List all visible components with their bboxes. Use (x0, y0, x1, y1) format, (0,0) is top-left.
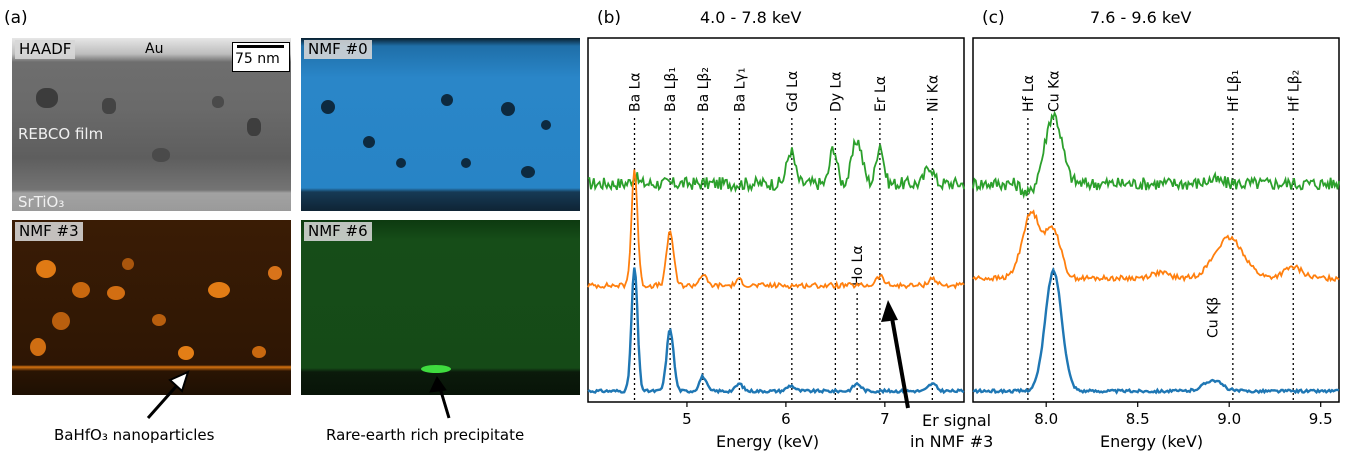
nmf3-np-7 (30, 338, 46, 356)
nmf3-np-9 (252, 346, 266, 358)
nmf6-label: NMF #6 (304, 222, 372, 241)
nmf0-dot-3 (441, 94, 453, 106)
panel-b-letter: (b) (597, 8, 622, 28)
emission-line-label: Cu Kβ (1206, 297, 1222, 338)
rebco-film-label: REBCO film (18, 125, 104, 143)
spectrum-series (587, 169, 965, 291)
emission-line-label: Ho Lα (850, 245, 866, 286)
chart-frame (972, 37, 1340, 403)
er-annotation-line1: Er signal (922, 411, 992, 430)
spectrum-series (972, 110, 1340, 200)
nmf0-dot-2 (363, 136, 375, 148)
haadf-grain-1 (36, 88, 58, 108)
nmf0-dot-4 (501, 102, 515, 116)
nmf0-dot-7 (461, 158, 471, 168)
nmf0-label: NMF #0 (304, 40, 372, 59)
spectrum-series (587, 267, 965, 395)
emission-line-label: Ba Lα (628, 72, 644, 112)
x-tick-label: 9.5 (1309, 410, 1333, 428)
nmf3-np-5 (208, 282, 230, 298)
nmf0-dot-8 (396, 158, 406, 168)
panel-c-letter: (c) (982, 8, 1005, 28)
x-tick-label: 5 (682, 410, 692, 428)
x-tick-label: 8.0 (1034, 410, 1058, 428)
haadf-grain-2 (102, 98, 116, 114)
nmf0-dot-6 (521, 166, 535, 178)
emission-line-label: Dy Lα (828, 71, 844, 112)
chart-b: 5 6 7 Ba Lα Ba Lβ₁ Ba Lβ₂ Ba Lγ₁ Gd Lα Dy Lα Ho L… (587, 37, 965, 428)
emission-line-label: Hf Lβ₂ (1286, 70, 1302, 112)
nmf3-np-2 (72, 282, 90, 298)
x-tick-label: 8.5 (1126, 410, 1150, 428)
nmf3-np-8 (178, 346, 194, 360)
x-tick-label: 7 (880, 410, 890, 428)
nmf3-np-11 (122, 258, 134, 270)
nmf0-image: NMF #0 (301, 38, 580, 211)
nmf3-np-6 (152, 314, 166, 326)
haadf-label: HAADF (15, 40, 76, 59)
nmf3-np-3 (107, 286, 125, 300)
bahfo3-arrow-head (168, 370, 190, 393)
er-arrow-head (881, 300, 898, 322)
chart-frame (587, 37, 965, 403)
spectrum-series (972, 209, 1340, 283)
precipitate-caption: Rare-earth rich precipitate (326, 426, 525, 444)
nmf0-dot-1 (321, 100, 335, 114)
bahfo3-caption: BaHfO₃ nanoparticles (54, 426, 215, 444)
emission-line-label: Ba Lβ₁ (663, 67, 679, 112)
emission-line-label: Ba Lγ₁ (732, 68, 748, 112)
scale-bar-label: 75 nm (235, 51, 280, 67)
chart-c: 8.0 8.5 9.0 9.5 Hf Lα Cu Kα Hf Lβ₁ Hf Lβ₂ Cu Kβ (972, 37, 1340, 428)
scale-bar-line (237, 45, 284, 48)
nmf0-dot-5 (541, 120, 551, 130)
precipitate-arrow-head (429, 375, 447, 393)
emission-line-label: Ba Lβ₂ (696, 67, 712, 112)
er-signal-arrow (881, 300, 910, 409)
srtio3-label: SrTiO₃ (18, 193, 65, 211)
x-tick-label: 9.0 (1217, 410, 1241, 428)
haadf-grain-5 (212, 96, 224, 108)
au-label: Au (145, 41, 164, 57)
emission-line-label: Er Lα (873, 76, 889, 112)
x-tick-label: 6 (781, 410, 791, 428)
panel-a-letter: (a) (4, 8, 28, 28)
panel-c-xlabel: Energy (keV) (1100, 432, 1204, 451)
panel-b-title: 4.0 - 7.8 keV (700, 8, 802, 27)
panel-b-xlabel: Energy (keV) (716, 432, 820, 451)
panel-c-title: 7.6 - 9.6 keV (1090, 8, 1192, 27)
emission-line-label: Ni Kα (925, 75, 941, 112)
nmf6-precipitate (421, 365, 451, 373)
nmf3-image: NMF #3 (12, 220, 291, 395)
haadf-grain-4 (152, 148, 170, 162)
spectrum-series (587, 137, 965, 194)
spectrum-series (972, 266, 1340, 395)
er-arrow-line (890, 317, 910, 409)
haadf-grain-3 (247, 118, 261, 136)
emission-line-label: Gd Lα (785, 71, 801, 112)
bahfo3-arrow-line (146, 381, 182, 419)
scale-bar-box: 75 nm (232, 42, 290, 72)
nmf3-np-1 (36, 260, 56, 278)
nmf3-np-4 (52, 312, 70, 330)
precipitate-arrow-line (438, 387, 451, 419)
panel-a-arrows (146, 370, 451, 419)
nmf6-image: NMF #6 (301, 220, 580, 395)
emission-line-label: Hf Lβ₁ (1226, 70, 1242, 112)
emission-line-label: Cu Kα (1047, 70, 1063, 112)
nmf3-label: NMF #3 (15, 222, 83, 241)
emission-line-label: Hf Lα (1021, 75, 1037, 112)
haadf-image: HAADF Au 75 nm REBCO film SrTiO₃ (12, 38, 291, 211)
er-annotation-line2: in NMF #3 (910, 432, 994, 451)
nmf3-np-10 (268, 266, 282, 280)
